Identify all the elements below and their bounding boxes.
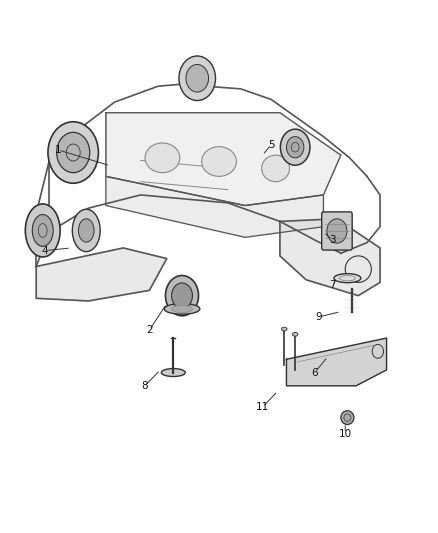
Ellipse shape bbox=[172, 305, 192, 313]
Ellipse shape bbox=[32, 215, 53, 246]
Text: 10: 10 bbox=[339, 429, 352, 439]
Ellipse shape bbox=[341, 411, 354, 424]
Ellipse shape bbox=[48, 122, 99, 183]
Text: 6: 6 bbox=[311, 368, 318, 377]
Text: 3: 3 bbox=[329, 235, 336, 245]
Ellipse shape bbox=[25, 204, 60, 257]
Ellipse shape bbox=[334, 273, 361, 282]
Ellipse shape bbox=[57, 132, 90, 173]
Text: 2: 2 bbox=[146, 325, 153, 335]
Text: 11: 11 bbox=[256, 402, 269, 412]
Ellipse shape bbox=[201, 147, 237, 176]
Ellipse shape bbox=[72, 209, 100, 252]
Text: 8: 8 bbox=[142, 381, 148, 391]
Ellipse shape bbox=[166, 276, 198, 316]
Ellipse shape bbox=[327, 219, 347, 243]
Ellipse shape bbox=[78, 219, 94, 242]
Polygon shape bbox=[280, 219, 380, 296]
Text: 1: 1 bbox=[55, 145, 61, 155]
Polygon shape bbox=[286, 338, 387, 386]
Ellipse shape bbox=[186, 64, 208, 92]
Polygon shape bbox=[106, 113, 341, 206]
Ellipse shape bbox=[280, 129, 310, 165]
Text: 5: 5 bbox=[268, 140, 275, 150]
Ellipse shape bbox=[161, 368, 185, 376]
Polygon shape bbox=[106, 176, 323, 237]
FancyBboxPatch shape bbox=[322, 212, 352, 250]
Ellipse shape bbox=[145, 143, 180, 173]
Ellipse shape bbox=[164, 304, 200, 314]
Text: 7: 7 bbox=[329, 280, 336, 290]
Ellipse shape bbox=[172, 283, 192, 309]
Text: 4: 4 bbox=[42, 246, 48, 256]
Polygon shape bbox=[36, 248, 167, 301]
Ellipse shape bbox=[282, 327, 287, 331]
Ellipse shape bbox=[179, 56, 215, 101]
Ellipse shape bbox=[292, 333, 298, 336]
Ellipse shape bbox=[286, 136, 304, 158]
Ellipse shape bbox=[261, 155, 290, 182]
Text: 9: 9 bbox=[316, 312, 322, 322]
